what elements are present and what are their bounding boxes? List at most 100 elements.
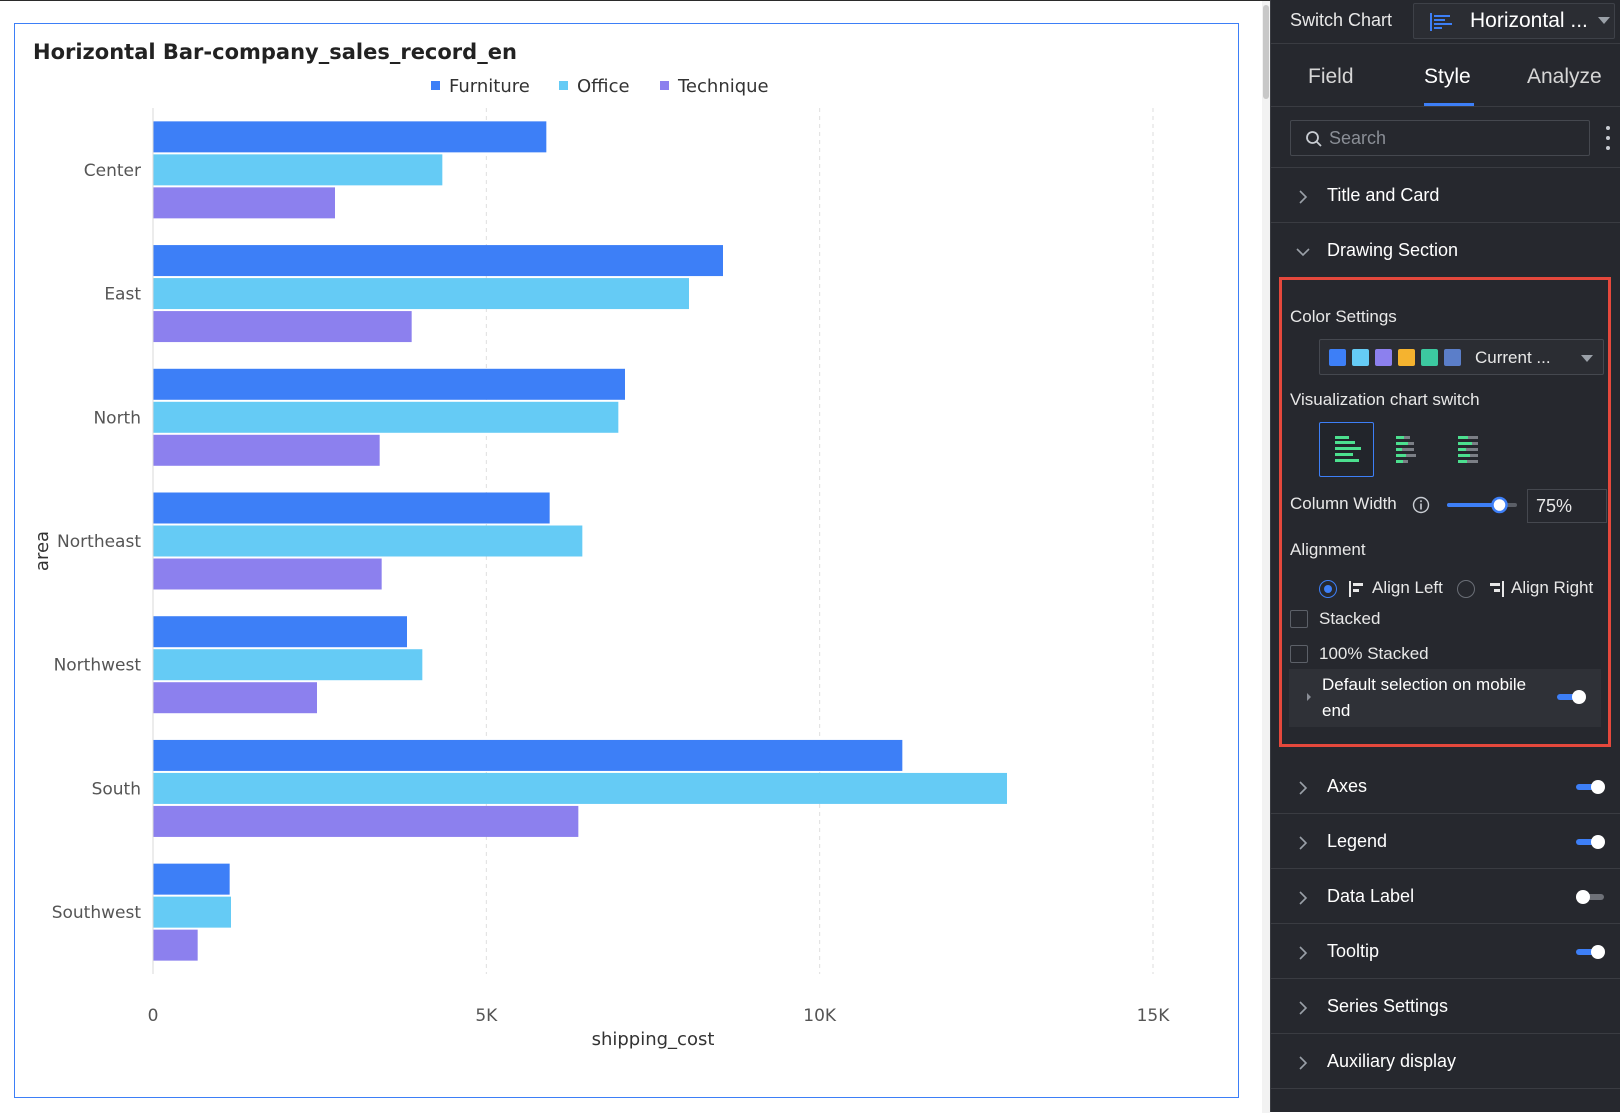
column-width-input[interactable]: 75% (1527, 489, 1607, 523)
viz-option-percent-stacked[interactable] (1442, 422, 1497, 477)
bar (153, 682, 317, 714)
chevron-right-icon (1299, 836, 1308, 850)
chart-area: Horizontal Bar-company_sales_record_en 0… (0, 0, 1270, 1113)
stacked-label[interactable]: Stacked (1319, 609, 1381, 628)
bar (153, 368, 625, 400)
y-tick-label: Northeast (57, 532, 141, 552)
legend: Furniture Office Technique (431, 76, 769, 97)
tab-field[interactable]: Field (1308, 65, 1354, 88)
mobile-default-selection-row[interactable]: Default selection on mobile end (1289, 669, 1601, 727)
legend-label: Technique (677, 76, 769, 97)
data-label-toggle[interactable] (1576, 890, 1604, 904)
color-swatch (1375, 349, 1392, 366)
search-icon (1306, 131, 1322, 147)
tooltip-toggle[interactable] (1576, 945, 1605, 959)
bar (153, 401, 619, 433)
bar (153, 805, 579, 837)
axes: 0 5K 10K 15K shipping_cost area Center East Nort… (32, 108, 1170, 1050)
x-tick-label: 0 (148, 1006, 159, 1026)
slider-handle[interactable] (1491, 496, 1508, 514)
bar (153, 525, 583, 557)
stacked-bar-icon (1396, 436, 1416, 463)
viz-option-grouped[interactable] (1319, 422, 1374, 477)
y-tick-label: Center (84, 161, 141, 181)
section-label: Title and Card (1327, 185, 1440, 205)
section-label: Data Label (1327, 886, 1415, 906)
section-label: Drawing Section (1327, 240, 1459, 260)
section-legend[interactable]: Legend (1271, 815, 1620, 869)
search-input[interactable] (1329, 125, 1579, 151)
stacked-checkbox[interactable] (1290, 610, 1308, 628)
percent-stacked-label[interactable]: 100% Stacked (1319, 644, 1429, 663)
legend-swatch (660, 81, 669, 90)
chevron-right-icon (1299, 1001, 1308, 1015)
section-title-and-card[interactable]: Title and Card (1271, 169, 1620, 223)
scrollbar-thumb[interactable] (1263, 5, 1269, 99)
legend-toggle[interactable] (1576, 835, 1605, 849)
section-tooltip[interactable]: Tooltip (1271, 925, 1620, 979)
bars (153, 121, 1007, 961)
axes-toggle[interactable] (1576, 780, 1605, 794)
bar (153, 434, 380, 466)
chart-type-select[interactable]: Horizontal ... (1413, 3, 1615, 39)
more-vertical-icon[interactable] (1605, 124, 1611, 152)
align-right-label[interactable]: Align Right (1511, 578, 1594, 597)
percent-stacked-checkbox[interactable] (1290, 645, 1308, 663)
color-swatch (1398, 349, 1415, 366)
column-width-slider[interactable] (1447, 496, 1517, 514)
panel-tabs: Field Style Analyze (1271, 45, 1620, 107)
align-right-radio[interactable] (1457, 580, 1475, 598)
bar (153, 863, 230, 895)
section-auxiliary-display[interactable]: Auxiliary display (1271, 1035, 1620, 1089)
tab-analyze[interactable]: Analyze (1527, 65, 1602, 88)
color-scheme-value: Current ... (1475, 348, 1551, 367)
chevron-down-icon (1598, 17, 1610, 24)
bar (153, 245, 723, 277)
y-tick-label: Southwest (52, 903, 142, 923)
section-series-settings[interactable]: Series Settings (1271, 980, 1620, 1034)
section-label: Auxiliary display (1327, 1051, 1457, 1071)
section-label: Tooltip (1327, 941, 1380, 961)
viz-option-stacked[interactable] (1380, 422, 1435, 477)
section-drawing[interactable]: Drawing Section (1271, 224, 1620, 278)
bar (153, 154, 443, 186)
slider-fill (1447, 503, 1500, 507)
scrollbar-track[interactable] (1262, 1, 1270, 1113)
switch-chart-row: Switch Chart Horizontal ... (1271, 0, 1620, 44)
chevron-right-icon (1299, 1056, 1308, 1070)
search-row (1271, 108, 1620, 168)
mobile-default-toggle[interactable] (1557, 690, 1586, 704)
switch-chart-label: Switch Chart (1290, 10, 1393, 30)
section-axes[interactable]: Axes (1271, 760, 1620, 814)
chart-card[interactable]: Horizontal Bar-company_sales_record_en 0… (14, 23, 1239, 1098)
section-label: Axes (1327, 776, 1368, 796)
color-swatch (1421, 349, 1438, 366)
color-swatch (1329, 349, 1346, 366)
percent-stacked-bar-icon (1458, 436, 1478, 463)
tab-style[interactable]: Style (1424, 65, 1471, 88)
column-width-value: 75% (1536, 496, 1573, 516)
bar (153, 739, 903, 771)
bar (153, 278, 689, 310)
bar (153, 558, 382, 590)
bar (153, 772, 1007, 804)
legend-label: Furniture (449, 76, 530, 97)
bar (153, 649, 423, 681)
align-left-radio[interactable] (1319, 580, 1337, 598)
active-tab-indicator (1424, 103, 1474, 106)
x-tick-label: 10K (803, 1006, 837, 1026)
color-swatch (1444, 349, 1461, 366)
grouped-bar-icon (1335, 436, 1361, 462)
color-scheme-select[interactable]: Current ... (1319, 339, 1604, 375)
align-left-label[interactable]: Align Left (1372, 578, 1443, 597)
drawing-section-content: Color Settings Current ... Visualization… (1279, 277, 1611, 747)
section-label: Legend (1327, 831, 1388, 851)
y-tick-label: East (104, 285, 141, 305)
section-data-label[interactable]: Data Label (1271, 870, 1620, 924)
bar (153, 896, 231, 928)
chart-type-value: Horizontal ... (1470, 9, 1588, 32)
y-axis-title: area (32, 531, 53, 571)
chevron-right-icon (1299, 891, 1308, 905)
info-icon[interactable] (1412, 496, 1430, 514)
x-tick-label: 15K (1137, 1006, 1171, 1026)
